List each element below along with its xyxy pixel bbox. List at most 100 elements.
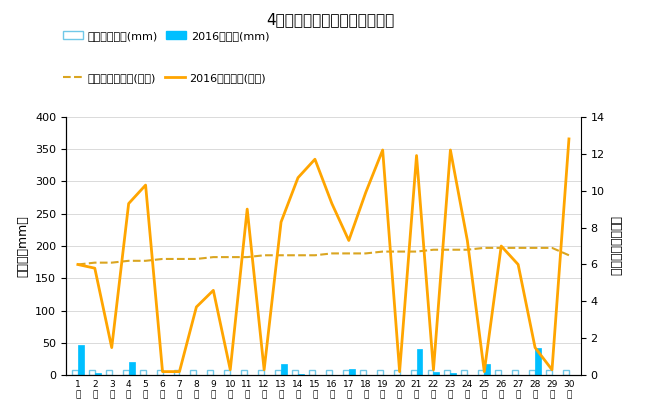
日照時間平年値(時間) [514,245,522,250]
日照時間平年値(時間) [158,256,166,261]
Bar [207,370,213,375]
Bar [275,370,281,375]
Text: 4月降水量・日照時間（日別）: 4月降水量・日照時間（日別） [266,13,394,28]
Bar [428,370,434,375]
2016日照時間(時間) [446,148,454,153]
Bar [123,370,129,375]
2016日照時間(時間) [480,369,488,374]
Bar [156,370,162,375]
Bar [377,370,383,375]
2016日照時間(時間) [74,262,82,267]
Bar [174,370,180,375]
Bar [478,370,484,375]
2016日照時間(時間) [497,244,505,249]
Bar [360,370,366,375]
日照時間平年値(時間) [497,245,505,250]
Bar [95,373,101,375]
Bar [434,372,440,375]
Bar [258,370,264,375]
日照時間平年値(時間) [142,258,150,263]
2016日照時間(時間) [277,219,285,224]
日照時間平年値(時間) [395,249,403,254]
Bar [484,364,490,375]
2016日照時間(時間) [244,206,251,211]
日照時間平年値(時間) [446,247,454,252]
日照時間平年値(時間) [260,253,268,258]
Bar [563,370,569,375]
Bar [535,347,541,375]
2016日照時間(時間) [311,157,319,162]
日照時間平年値(時間) [74,262,82,267]
Bar [461,370,467,375]
Y-axis label: 日照時間（時間）: 日照時間（時間） [609,216,621,276]
Bar [411,370,416,375]
Bar [78,345,84,375]
日照時間平年値(時間) [277,253,285,258]
日照時間平年値(時間) [294,253,302,258]
日照時間平年値(時間) [108,260,115,265]
日照時間平年値(時間) [412,249,420,254]
2016日照時間(時間) [463,238,471,243]
Bar [416,349,422,375]
Y-axis label: 降水量（mm）: 降水量（mm） [16,215,30,277]
日照時間平年値(時間) [328,251,336,256]
Bar [393,370,399,375]
Bar [512,370,518,375]
Line: 日照時間平年値(時間): 日照時間平年値(時間) [78,248,569,264]
Bar [89,370,95,375]
2016日照時間(時間) [209,288,217,293]
日照時間平年値(時間) [193,256,201,261]
2016日照時間(時間) [379,148,387,153]
Bar [529,370,535,375]
2016日照時間(時間) [158,369,166,374]
Bar [224,370,230,375]
Bar [348,369,354,375]
Bar [495,370,501,375]
日照時間平年値(時間) [565,253,573,258]
日照時間平年値(時間) [480,245,488,250]
日照時間平年値(時間) [531,245,539,250]
日照時間平年値(時間) [91,260,99,265]
Bar [343,370,348,375]
2016日照時間(時間) [531,345,539,350]
日照時間平年値(時間) [345,251,352,256]
Bar [546,370,552,375]
日照時間平年値(時間) [362,251,370,256]
日照時間平年値(時間) [209,255,217,260]
Bar [326,370,332,375]
2016日照時間(時間) [260,367,268,372]
2016日照時間(時間) [142,183,150,188]
2016日照時間(時間) [328,201,336,206]
日照時間平年値(時間) [463,247,471,252]
2016日照時間(時間) [565,136,573,141]
日照時間平年値(時間) [226,255,234,260]
Bar [450,373,456,375]
日照時間平年値(時間) [244,255,251,260]
日照時間平年値(時間) [125,258,133,263]
2016日照時間(時間) [548,367,556,372]
Bar [298,374,304,375]
2016日照時間(時間) [108,345,115,350]
2016日照時間(時間) [176,369,183,374]
2016日照時間(時間) [294,175,302,180]
2016日照時間(時間) [345,238,352,243]
Bar [72,370,78,375]
2016日照時間(時間) [193,304,201,309]
Bar [292,370,298,375]
Bar [191,370,197,375]
Bar [129,362,135,375]
2016日照時間(時間) [514,262,522,267]
日照時間平年値(時間) [430,247,438,252]
日照時間平年値(時間) [176,256,183,261]
2016日照時間(時間) [125,201,133,206]
Legend: 降水量平年値(mm), 2016降水量(mm): 降水量平年値(mm), 2016降水量(mm) [58,26,274,45]
Legend: 日照時間平年値(時間), 2016日照時間(時間): 日照時間平年値(時間), 2016日照時間(時間) [58,68,270,87]
Bar [242,370,248,375]
2016日照時間(時間) [430,367,438,372]
Bar [309,370,315,375]
Bar [106,370,112,375]
Bar [444,370,450,375]
2016日照時間(時間) [91,266,99,271]
日照時間平年値(時間) [548,245,556,250]
2016日照時間(時間) [226,367,234,372]
